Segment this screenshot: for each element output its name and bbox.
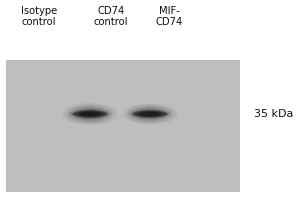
Ellipse shape [148, 113, 152, 115]
Ellipse shape [82, 112, 98, 116]
Ellipse shape [146, 113, 154, 115]
Ellipse shape [68, 105, 112, 123]
Ellipse shape [88, 113, 92, 115]
Ellipse shape [84, 112, 96, 116]
Ellipse shape [128, 106, 172, 122]
Ellipse shape [137, 111, 163, 117]
Ellipse shape [79, 111, 101, 117]
Ellipse shape [138, 109, 162, 119]
Ellipse shape [144, 113, 156, 115]
Ellipse shape [132, 110, 168, 118]
Ellipse shape [73, 111, 107, 117]
Ellipse shape [142, 111, 158, 117]
Ellipse shape [131, 110, 169, 118]
Ellipse shape [84, 113, 96, 115]
Ellipse shape [145, 113, 155, 115]
Ellipse shape [76, 108, 104, 120]
Ellipse shape [72, 107, 108, 121]
Ellipse shape [132, 107, 168, 121]
Ellipse shape [138, 112, 162, 116]
Ellipse shape [72, 110, 108, 118]
Ellipse shape [76, 111, 104, 117]
Bar [6, 60, 240, 192]
Text: MIF-
CD74: MIF- CD74 [156, 6, 183, 27]
Ellipse shape [133, 110, 167, 118]
Ellipse shape [129, 106, 171, 122]
Ellipse shape [135, 111, 165, 117]
Ellipse shape [131, 107, 169, 121]
Ellipse shape [78, 112, 102, 116]
Ellipse shape [142, 112, 158, 116]
Ellipse shape [80, 112, 100, 116]
Ellipse shape [80, 110, 100, 118]
Ellipse shape [71, 106, 109, 122]
Ellipse shape [133, 108, 167, 120]
Ellipse shape [147, 113, 153, 115]
Ellipse shape [74, 108, 106, 120]
Text: CD74
control: CD74 control [94, 6, 128, 27]
Ellipse shape [143, 111, 157, 117]
Ellipse shape [86, 113, 94, 115]
Ellipse shape [78, 111, 102, 117]
Ellipse shape [133, 111, 167, 117]
Ellipse shape [81, 112, 99, 116]
Ellipse shape [82, 111, 98, 117]
Ellipse shape [130, 110, 170, 118]
Text: 35 kDa: 35 kDa [254, 109, 293, 119]
Ellipse shape [75, 110, 105, 118]
Ellipse shape [87, 113, 93, 115]
Ellipse shape [71, 110, 109, 118]
Ellipse shape [85, 113, 95, 115]
Ellipse shape [79, 110, 101, 118]
Ellipse shape [83, 112, 97, 116]
Ellipse shape [69, 106, 111, 122]
Ellipse shape [134, 110, 166, 118]
Ellipse shape [141, 112, 159, 116]
Ellipse shape [143, 113, 157, 115]
Ellipse shape [85, 112, 95, 116]
Ellipse shape [145, 112, 155, 116]
Ellipse shape [77, 109, 103, 119]
Ellipse shape [140, 110, 160, 118]
Ellipse shape [77, 111, 103, 117]
Ellipse shape [142, 112, 158, 116]
Ellipse shape [138, 111, 162, 117]
Ellipse shape [83, 111, 97, 117]
Ellipse shape [139, 110, 161, 118]
Ellipse shape [144, 112, 156, 116]
Ellipse shape [70, 109, 110, 119]
Ellipse shape [146, 113, 154, 115]
Ellipse shape [136, 111, 164, 117]
Ellipse shape [78, 109, 102, 119]
Ellipse shape [140, 112, 160, 116]
Ellipse shape [73, 110, 107, 118]
Ellipse shape [137, 109, 163, 119]
Ellipse shape [74, 110, 106, 118]
Ellipse shape [82, 112, 98, 116]
Ellipse shape [136, 109, 164, 119]
Ellipse shape [86, 113, 94, 115]
Ellipse shape [73, 107, 107, 121]
Text: Isotype
control: Isotype control [21, 6, 57, 27]
Ellipse shape [134, 108, 166, 120]
Ellipse shape [139, 112, 161, 116]
